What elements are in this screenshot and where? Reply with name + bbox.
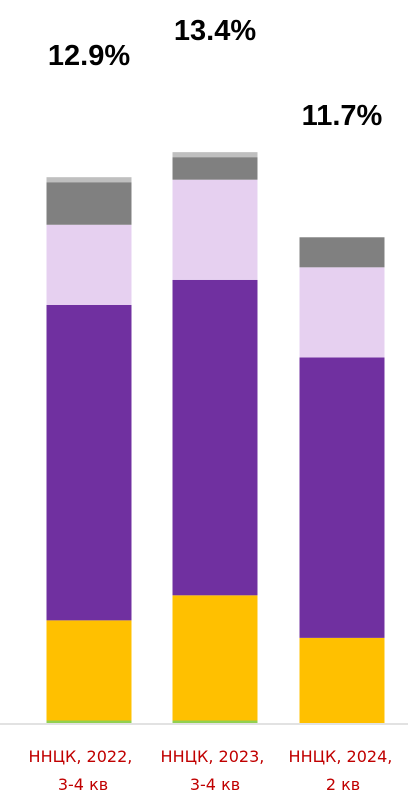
bar-segment-2023-3 xyxy=(172,179,258,280)
category-label-2022-line2: 3-4 кв xyxy=(58,775,108,794)
total-label-2023: 13.4% xyxy=(174,15,256,47)
category-label-2023-line2: 3-4 кв xyxy=(190,775,240,794)
category-labels: ННЦК, 2022, 3-4 кв ННЦК, 2023, 3-4 кв НН… xyxy=(29,747,398,794)
total-label-2022: 12.9% xyxy=(48,40,130,72)
bar-segment-2023-5 xyxy=(172,152,258,158)
bar-segment-2022-4 xyxy=(46,182,132,225)
total-label-2024: 11.7% xyxy=(302,100,383,132)
bar-segment-2024-1 xyxy=(299,637,385,723)
bar-segment-2023-1 xyxy=(172,595,258,721)
totals-layer: 12.9% 13.4% 11.7% xyxy=(48,15,383,132)
category-label-2023: ННЦК, 2023, 3-4 кв xyxy=(161,747,270,794)
category-label-2022: ННЦК, 2022, 3-4 кв xyxy=(29,747,138,794)
bars-layer xyxy=(46,152,385,723)
bar-segment-2024-4 xyxy=(299,237,385,268)
bar-segment-2023-0 xyxy=(172,720,258,723)
bar-segment-2022-1 xyxy=(46,620,132,721)
category-label-2024-line2: 2 кв xyxy=(326,775,360,794)
category-label-2023-line1: ННЦК, 2023, xyxy=(161,747,265,766)
category-label-2022-line1: ННЦК, 2022, xyxy=(29,747,133,766)
bar-segment-2024-3 xyxy=(299,267,385,358)
bar-segment-2023-4 xyxy=(172,157,258,180)
bar-segment-2023-2 xyxy=(172,279,258,596)
category-label-2024: ННЦК, 2024, 2 кв xyxy=(289,747,398,794)
bar-segment-2024-2 xyxy=(299,357,385,638)
bar-segment-2022-2 xyxy=(46,304,132,621)
category-label-2024-line1: ННЦК, 2024, xyxy=(289,747,393,766)
bar-segment-2022-3 xyxy=(46,224,132,305)
bar-segment-2022-5 xyxy=(46,177,132,183)
bar-segment-2022-0 xyxy=(46,720,132,723)
